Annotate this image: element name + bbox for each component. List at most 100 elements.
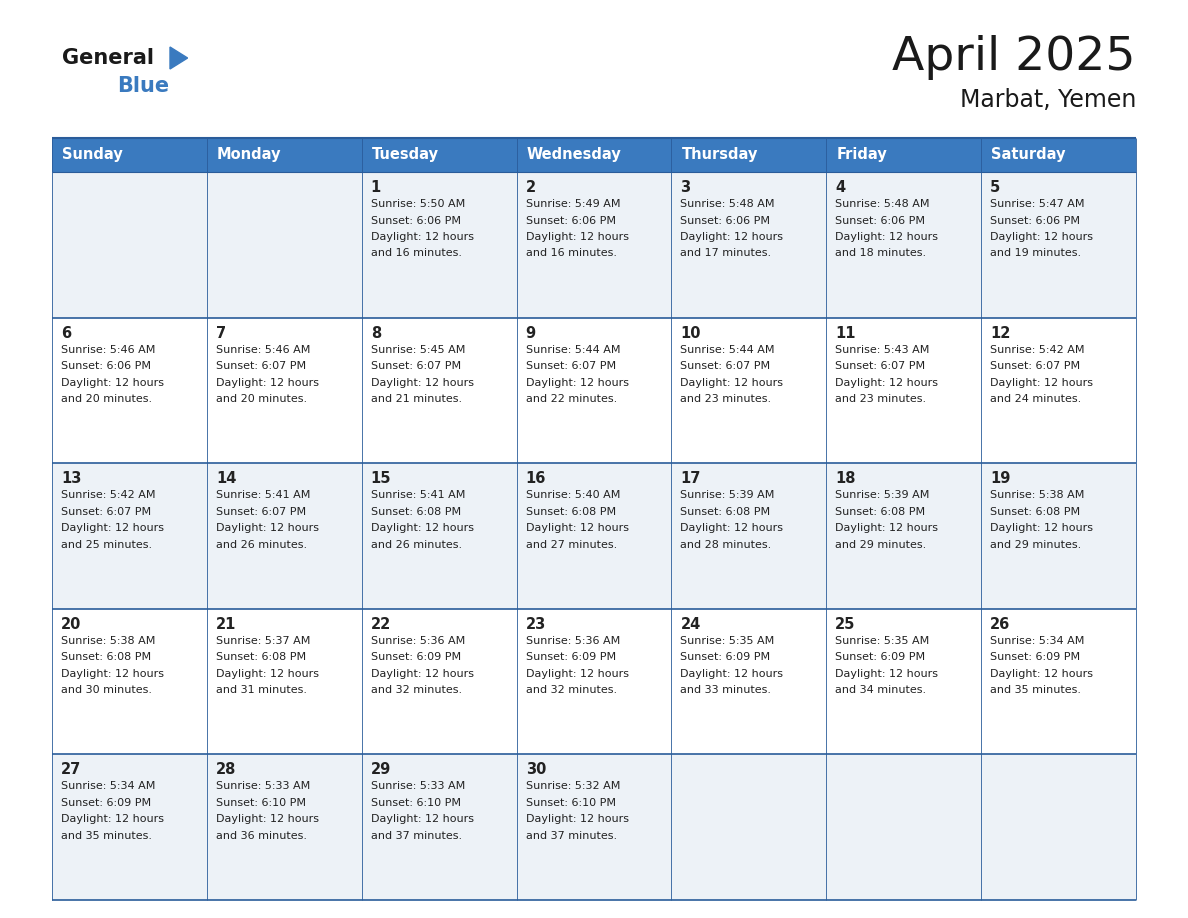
Text: and 20 minutes.: and 20 minutes. <box>61 394 152 404</box>
Bar <box>981 464 1136 609</box>
Text: Daylight: 12 hours: Daylight: 12 hours <box>990 232 1093 242</box>
Text: and 16 minutes.: and 16 minutes. <box>371 249 462 259</box>
Text: Sunset: 6:08 PM: Sunset: 6:08 PM <box>61 653 151 662</box>
Text: 9: 9 <box>525 326 536 341</box>
Text: Sunset: 6:06 PM: Sunset: 6:06 PM <box>835 216 925 226</box>
Text: Sunset: 6:10 PM: Sunset: 6:10 PM <box>216 798 305 808</box>
Text: and 32 minutes.: and 32 minutes. <box>371 686 462 695</box>
Bar <box>52 755 207 900</box>
Text: Daylight: 12 hours: Daylight: 12 hours <box>835 232 939 242</box>
Text: and 37 minutes.: and 37 minutes. <box>525 831 617 841</box>
Bar <box>827 609 981 755</box>
Text: 19: 19 <box>990 471 1011 487</box>
Text: Sunset: 6:07 PM: Sunset: 6:07 PM <box>216 507 307 517</box>
Bar <box>827 755 981 900</box>
Text: Sunrise: 5:35 AM: Sunrise: 5:35 AM <box>681 636 775 645</box>
Text: Daylight: 12 hours: Daylight: 12 hours <box>681 377 783 387</box>
Bar <box>52 318 207 464</box>
Text: 3: 3 <box>681 180 690 195</box>
Text: 26: 26 <box>990 617 1010 632</box>
Bar <box>981 138 1136 172</box>
Text: Sunset: 6:09 PM: Sunset: 6:09 PM <box>371 653 461 662</box>
Text: Sunrise: 5:47 AM: Sunrise: 5:47 AM <box>990 199 1085 209</box>
Bar <box>52 609 207 755</box>
Bar <box>827 318 981 464</box>
Text: Daylight: 12 hours: Daylight: 12 hours <box>61 377 164 387</box>
Text: Daylight: 12 hours: Daylight: 12 hours <box>525 377 628 387</box>
Text: and 20 minutes.: and 20 minutes. <box>216 394 307 404</box>
Text: 4: 4 <box>835 180 846 195</box>
Text: 17: 17 <box>681 471 701 487</box>
Text: 8: 8 <box>371 326 381 341</box>
Text: Daylight: 12 hours: Daylight: 12 hours <box>371 377 474 387</box>
Text: Sunset: 6:06 PM: Sunset: 6:06 PM <box>525 216 615 226</box>
Text: Sunset: 6:09 PM: Sunset: 6:09 PM <box>61 798 151 808</box>
Text: April 2025: April 2025 <box>892 36 1136 81</box>
Text: and 22 minutes.: and 22 minutes. <box>525 394 617 404</box>
Bar <box>517 318 671 464</box>
Text: Sunset: 6:08 PM: Sunset: 6:08 PM <box>216 653 307 662</box>
Text: Sunrise: 5:44 AM: Sunrise: 5:44 AM <box>525 344 620 354</box>
Text: Blue: Blue <box>116 76 169 96</box>
Text: Thursday: Thursday <box>682 148 758 162</box>
Bar <box>671 464 827 609</box>
Text: Sunset: 6:07 PM: Sunset: 6:07 PM <box>216 361 307 371</box>
Text: 14: 14 <box>216 471 236 487</box>
Text: Sunset: 6:06 PM: Sunset: 6:06 PM <box>61 361 151 371</box>
Text: Daylight: 12 hours: Daylight: 12 hours <box>990 523 1093 533</box>
Bar <box>981 609 1136 755</box>
Bar <box>671 318 827 464</box>
Text: Sunset: 6:07 PM: Sunset: 6:07 PM <box>61 507 151 517</box>
Text: Daylight: 12 hours: Daylight: 12 hours <box>681 232 783 242</box>
Text: Marbat, Yemen: Marbat, Yemen <box>960 88 1136 112</box>
Bar <box>827 464 981 609</box>
Text: and 34 minutes.: and 34 minutes. <box>835 686 927 695</box>
Text: and 36 minutes.: and 36 minutes. <box>216 831 307 841</box>
Bar <box>361 755 517 900</box>
Text: Sunrise: 5:42 AM: Sunrise: 5:42 AM <box>61 490 156 500</box>
Bar <box>52 172 207 318</box>
Text: 21: 21 <box>216 617 236 632</box>
Text: Sunset: 6:08 PM: Sunset: 6:08 PM <box>371 507 461 517</box>
Bar <box>827 138 981 172</box>
Text: 27: 27 <box>61 763 81 778</box>
Text: Sunrise: 5:38 AM: Sunrise: 5:38 AM <box>990 490 1085 500</box>
Text: and 29 minutes.: and 29 minutes. <box>990 540 1081 550</box>
Text: Daylight: 12 hours: Daylight: 12 hours <box>216 814 318 824</box>
Text: and 35 minutes.: and 35 minutes. <box>61 831 152 841</box>
Bar <box>517 172 671 318</box>
Text: and 30 minutes.: and 30 minutes. <box>61 686 152 695</box>
Text: 7: 7 <box>216 326 226 341</box>
Text: Sunrise: 5:46 AM: Sunrise: 5:46 AM <box>61 344 156 354</box>
Text: Sunset: 6:10 PM: Sunset: 6:10 PM <box>525 798 615 808</box>
Text: 5: 5 <box>990 180 1000 195</box>
Text: Sunrise: 5:39 AM: Sunrise: 5:39 AM <box>681 490 775 500</box>
Text: Saturday: Saturday <box>991 148 1066 162</box>
Text: Daylight: 12 hours: Daylight: 12 hours <box>216 523 318 533</box>
Bar <box>827 172 981 318</box>
Text: Daylight: 12 hours: Daylight: 12 hours <box>681 669 783 678</box>
Text: and 32 minutes.: and 32 minutes. <box>525 686 617 695</box>
Text: Sunrise: 5:32 AM: Sunrise: 5:32 AM <box>525 781 620 791</box>
Text: Sunrise: 5:42 AM: Sunrise: 5:42 AM <box>990 344 1085 354</box>
Text: Sunset: 6:07 PM: Sunset: 6:07 PM <box>371 361 461 371</box>
Text: Wednesday: Wednesday <box>526 148 621 162</box>
Text: 23: 23 <box>525 617 545 632</box>
Text: Sunset: 6:08 PM: Sunset: 6:08 PM <box>681 507 771 517</box>
Text: 29: 29 <box>371 763 391 778</box>
Text: Daylight: 12 hours: Daylight: 12 hours <box>835 377 939 387</box>
Bar <box>52 138 207 172</box>
Text: Sunrise: 5:35 AM: Sunrise: 5:35 AM <box>835 636 929 645</box>
Text: Sunset: 6:07 PM: Sunset: 6:07 PM <box>835 361 925 371</box>
Text: Sunset: 6:09 PM: Sunset: 6:09 PM <box>835 653 925 662</box>
Text: Sunrise: 5:41 AM: Sunrise: 5:41 AM <box>371 490 465 500</box>
Text: and 23 minutes.: and 23 minutes. <box>835 394 927 404</box>
Text: 28: 28 <box>216 763 236 778</box>
Text: Monday: Monday <box>217 148 282 162</box>
Bar <box>207 464 361 609</box>
Bar <box>52 464 207 609</box>
Text: Daylight: 12 hours: Daylight: 12 hours <box>371 523 474 533</box>
Text: Daylight: 12 hours: Daylight: 12 hours <box>990 377 1093 387</box>
Text: Daylight: 12 hours: Daylight: 12 hours <box>61 814 164 824</box>
Text: 25: 25 <box>835 617 855 632</box>
